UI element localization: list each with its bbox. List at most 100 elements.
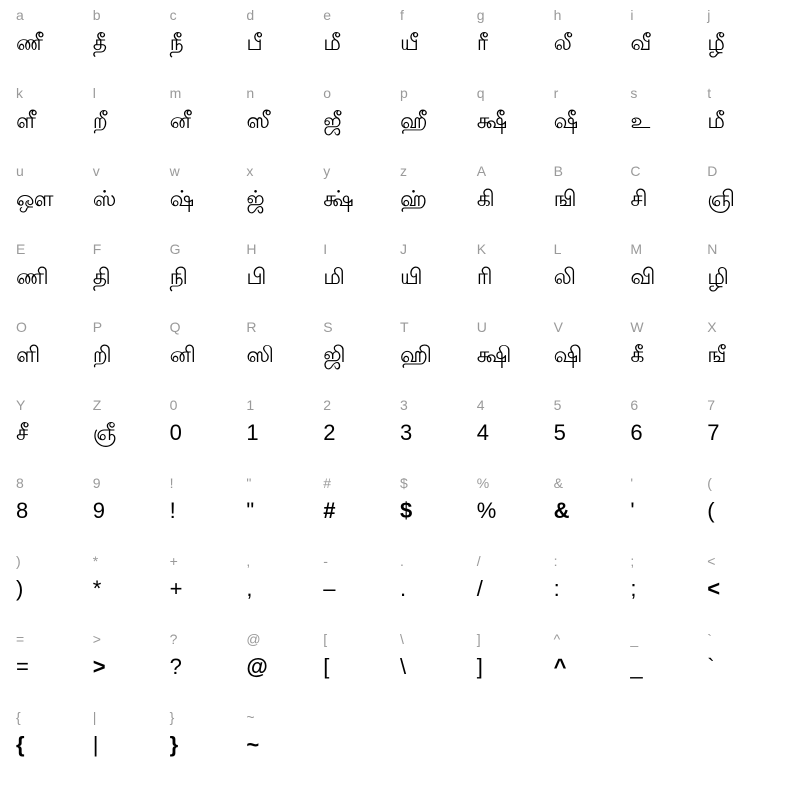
charmap-key: ": [246, 476, 251, 490]
charmap-key: =: [16, 632, 24, 646]
charmap-glyph: |: [93, 734, 99, 756]
charmap-cell: 77: [707, 398, 784, 476]
charmap-glyph: ~: [246, 734, 259, 756]
charmap-glyph: ணீ: [16, 32, 43, 54]
charmap-glyph: #: [323, 500, 335, 522]
charmap-glyph: (: [707, 500, 714, 522]
charmap-key: R: [246, 320, 256, 334]
charmap-glyph: {: [16, 734, 25, 756]
character-map-grid: aணீbதீcநீdபீeமீfயீgரீhலீiவீjழீkளீlறீmனீn…: [0, 0, 800, 788]
charmap-cell: Rஸி: [246, 320, 323, 398]
charmap-key: y: [323, 164, 330, 178]
charmap-key: 1: [246, 398, 254, 412]
charmap-key: #: [323, 476, 331, 490]
charmap-cell: Nழி: [707, 242, 784, 320]
charmap-cell: Vஷி: [554, 320, 631, 398]
charmap-cell: zஹ்: [400, 164, 477, 242]
charmap-cell: [[: [323, 632, 400, 710]
charmap-glyph: 5: [554, 422, 566, 444]
charmap-glyph: 4: [477, 422, 489, 444]
charmap-glyph: 8: [16, 500, 28, 522]
charmap-glyph: மீ: [707, 110, 725, 132]
charmap-glyph: உ: [630, 110, 650, 132]
charmap-glyph: ]: [477, 656, 483, 678]
charmap-cell: 55: [554, 398, 631, 476]
charmap-cell: \\: [400, 632, 477, 710]
charmap-key: q: [477, 86, 485, 100]
charmap-key: f: [400, 8, 404, 22]
charmap-cell: }}: [170, 710, 247, 788]
charmap-cell: "": [246, 476, 323, 554]
charmap-cell: t மீ: [707, 86, 784, 164]
charmap-glyph: \: [400, 656, 406, 678]
charmap-glyph: !: [170, 500, 176, 522]
charmap-cell: ++: [170, 554, 247, 632]
charmap-cell: Mவி: [630, 242, 707, 320]
charmap-cell: dபீ: [246, 8, 323, 86]
charmap-glyph: கீ: [630, 344, 644, 366]
charmap-cell: Iமி: [323, 242, 400, 320]
charmap-glyph: 2: [323, 422, 335, 444]
charmap-key: h: [554, 8, 562, 22]
charmap-glyph: %: [477, 500, 497, 522]
charmap-glyph: லீ: [554, 32, 572, 54]
charmap-cell: ==: [16, 632, 93, 710]
charmap-key: _: [630, 632, 638, 646]
charmap-glyph: ஙி: [554, 188, 577, 210]
charmap-glyph: ஜ்: [246, 188, 264, 210]
charmap-glyph: க்ஷ்: [323, 188, 354, 210]
charmap-glyph: ரீ: [477, 32, 488, 54]
charmap-glyph: ணி: [16, 266, 49, 288]
charmap-cell: Xஙீ: [707, 320, 784, 398]
charmap-cell: ::: [554, 554, 631, 632]
charmap-cell: nஸீ: [246, 86, 323, 164]
charmap-cell: sஉ: [630, 86, 707, 164]
charmap-key: z: [400, 164, 407, 178]
charmap-key: :: [554, 554, 558, 568]
charmap-key: }: [170, 710, 175, 724]
charmap-glyph: ^: [554, 656, 567, 678]
charmap-key: Y: [16, 398, 25, 412]
charmap-glyph: _: [630, 656, 642, 678]
charmap-glyph: ஷ்: [170, 188, 195, 210]
charmap-key: m: [170, 86, 182, 100]
charmap-key: V: [554, 320, 563, 334]
charmap-key: -: [323, 554, 328, 568]
charmap-glyph: 0: [170, 422, 182, 444]
charmap-key: i: [630, 8, 633, 22]
charmap-key: *: [93, 554, 98, 568]
charmap-key: &: [554, 476, 563, 490]
charmap-cell: '': [630, 476, 707, 554]
charmap-cell: Aகி: [477, 164, 554, 242]
charmap-cell: cநீ: [170, 8, 247, 86]
charmap-key: %: [477, 476, 489, 490]
charmap-cell: {{: [16, 710, 93, 788]
charmap-key: B: [554, 164, 563, 178]
charmap-glyph: ஸீ: [246, 110, 270, 132]
charmap-cell: **: [93, 554, 170, 632]
charmap-cell: 11: [246, 398, 323, 476]
charmap-cell: ]]: [477, 632, 554, 710]
charmap-cell: &&: [554, 476, 631, 554]
charmap-glyph: 6: [630, 422, 642, 444]
charmap-key: >: [93, 632, 101, 646]
charmap-glyph: :: [554, 578, 560, 600]
charmap-cell: w ஷ்: [170, 164, 247, 242]
charmap-key: t: [707, 86, 711, 100]
charmap-cell: ||: [93, 710, 170, 788]
charmap-key: d: [246, 8, 254, 22]
charmap-glyph: 3: [400, 422, 412, 444]
charmap-glyph: /: [477, 578, 483, 600]
charmap-key: w: [170, 164, 180, 178]
charmap-key: Q: [170, 320, 181, 334]
charmap-key: r: [554, 86, 559, 100]
charmap-cell: ;;: [630, 554, 707, 632]
charmap-glyph: }: [170, 734, 179, 756]
charmap-key: 0: [170, 398, 178, 412]
charmap-glyph: தீ: [93, 32, 107, 54]
charmap-cell: xஜ்: [246, 164, 323, 242]
charmap-cell: ((: [707, 476, 784, 554]
charmap-glyph: ளீ: [16, 110, 36, 132]
charmap-glyph: `: [707, 656, 714, 678]
charmap-cell: Tஹி: [400, 320, 477, 398]
